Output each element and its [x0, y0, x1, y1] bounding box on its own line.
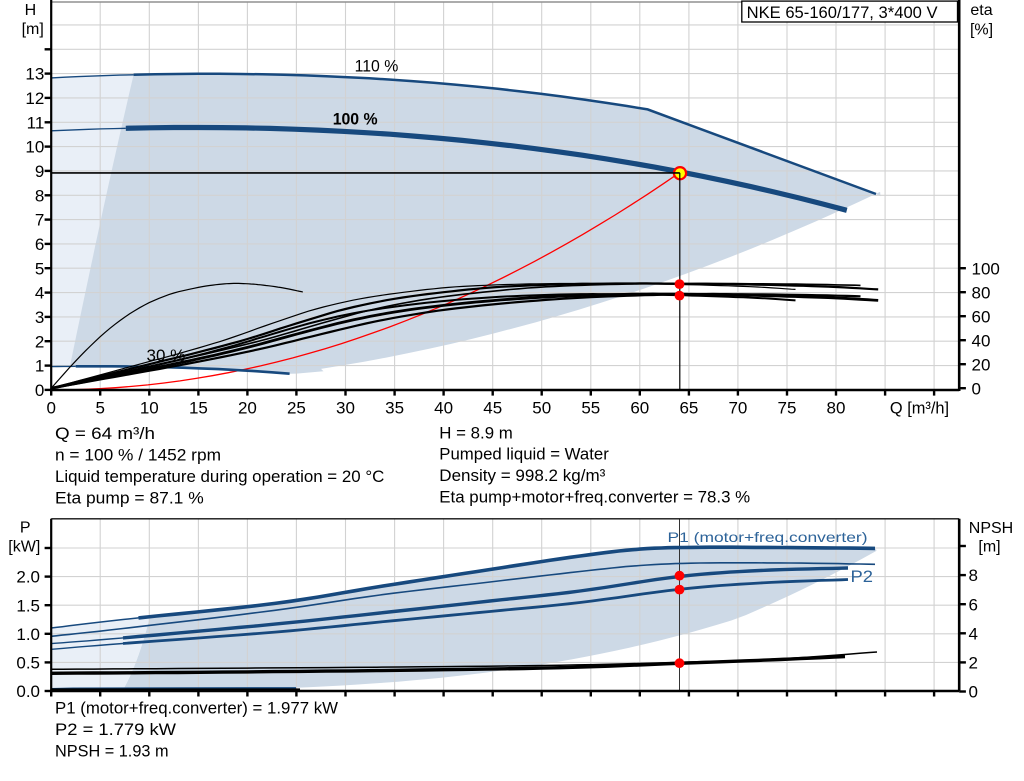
svg-text:H: H	[25, 2, 37, 19]
svg-text:Density = 998.2 kg/m³: Density = 998.2 kg/m³	[439, 466, 605, 485]
svg-text:[m]: [m]	[978, 539, 1000, 556]
svg-text:0: 0	[972, 379, 981, 398]
svg-text:P1 (motor+freq.converter): P1 (motor+freq.converter)	[668, 529, 868, 545]
svg-text:NKE 65-160/177, 3*400 V: NKE 65-160/177, 3*400 V	[747, 3, 939, 22]
svg-text:P: P	[20, 520, 31, 537]
svg-text:0.0: 0.0	[16, 682, 40, 701]
svg-text:13: 13	[25, 65, 44, 84]
svg-text:2: 2	[35, 332, 44, 351]
svg-text:[%]: [%]	[970, 21, 993, 38]
svg-text:Eta pump+motor+freq.converter: Eta pump+motor+freq.converter = 78.3 %	[439, 488, 750, 507]
svg-text:1.5: 1.5	[16, 596, 40, 615]
svg-text:P2: P2	[851, 567, 874, 586]
svg-text:2.0: 2.0	[16, 568, 40, 587]
svg-text:0: 0	[969, 683, 978, 702]
svg-text:10: 10	[25, 138, 44, 157]
svg-text:30: 30	[336, 398, 355, 417]
svg-text:1.0: 1.0	[16, 625, 40, 644]
svg-text:35: 35	[385, 398, 404, 417]
svg-text:75: 75	[778, 398, 797, 417]
svg-text:2: 2	[969, 654, 978, 673]
svg-text:40: 40	[434, 398, 453, 417]
svg-text:15: 15	[189, 398, 208, 417]
svg-text:P2 = 1.779 kW: P2 = 1.779 kW	[55, 720, 176, 739]
svg-text:5: 5	[95, 398, 104, 417]
svg-text:11: 11	[27, 113, 45, 132]
svg-text:6: 6	[35, 235, 44, 254]
svg-text:40: 40	[972, 331, 991, 350]
svg-text:65: 65	[679, 398, 698, 417]
svg-text:50: 50	[532, 398, 551, 417]
svg-text:Q [m³/h]: Q [m³/h]	[890, 398, 949, 417]
svg-text:6: 6	[969, 595, 978, 614]
svg-text:Q = 64 m³/h: Q = 64 m³/h	[55, 424, 155, 443]
svg-text:20: 20	[238, 398, 257, 417]
svg-text:8: 8	[35, 186, 44, 205]
svg-text:10: 10	[140, 398, 159, 417]
svg-text:NPSH: NPSH	[969, 520, 1013, 537]
svg-text:3: 3	[35, 308, 44, 327]
svg-text:0: 0	[35, 381, 44, 400]
svg-text:Eta pump = 87.1 %: Eta pump = 87.1 %	[55, 489, 204, 508]
svg-text:Pumped liquid = Water: Pumped liquid = Water	[439, 445, 609, 464]
svg-text:0: 0	[46, 398, 55, 417]
svg-text:4: 4	[35, 284, 44, 303]
svg-text:55: 55	[581, 398, 600, 417]
svg-text:8: 8	[969, 566, 978, 585]
svg-text:4: 4	[969, 624, 978, 643]
svg-text:60: 60	[630, 398, 649, 417]
svg-text:[m]: [m]	[22, 21, 44, 38]
svg-text:25: 25	[287, 398, 306, 417]
svg-text:100 %: 100 %	[333, 110, 378, 129]
svg-text:eta: eta	[970, 2, 992, 19]
svg-text:12: 12	[25, 89, 44, 108]
svg-text:9: 9	[35, 162, 44, 181]
svg-text:70: 70	[728, 398, 747, 417]
svg-text:H = 8.9 m: H = 8.9 m	[439, 423, 513, 442]
svg-text:NPSH = 1.93 m: NPSH = 1.93 m	[55, 742, 169, 761]
svg-text:110 %: 110 %	[355, 56, 399, 75]
svg-text:[kW]: [kW]	[8, 539, 40, 556]
svg-text:Liquid temperature during oper: Liquid temperature during operation = 20…	[55, 467, 384, 486]
svg-text:7: 7	[35, 211, 44, 230]
svg-text:5: 5	[35, 259, 44, 278]
svg-text:100: 100	[972, 259, 1000, 278]
svg-text:60: 60	[972, 307, 991, 326]
svg-text:P1 (motor+freq.converter) = 1.: P1 (motor+freq.converter) = 1.977 kW	[55, 699, 338, 718]
svg-text:80: 80	[972, 283, 991, 302]
svg-text:80: 80	[827, 398, 846, 417]
svg-text:20: 20	[972, 355, 991, 374]
svg-text:1: 1	[35, 357, 44, 376]
svg-text:0.5: 0.5	[16, 654, 40, 673]
svg-text:n = 100 % / 1452 rpm: n = 100 % / 1452 rpm	[55, 446, 221, 465]
svg-text:45: 45	[483, 398, 502, 417]
